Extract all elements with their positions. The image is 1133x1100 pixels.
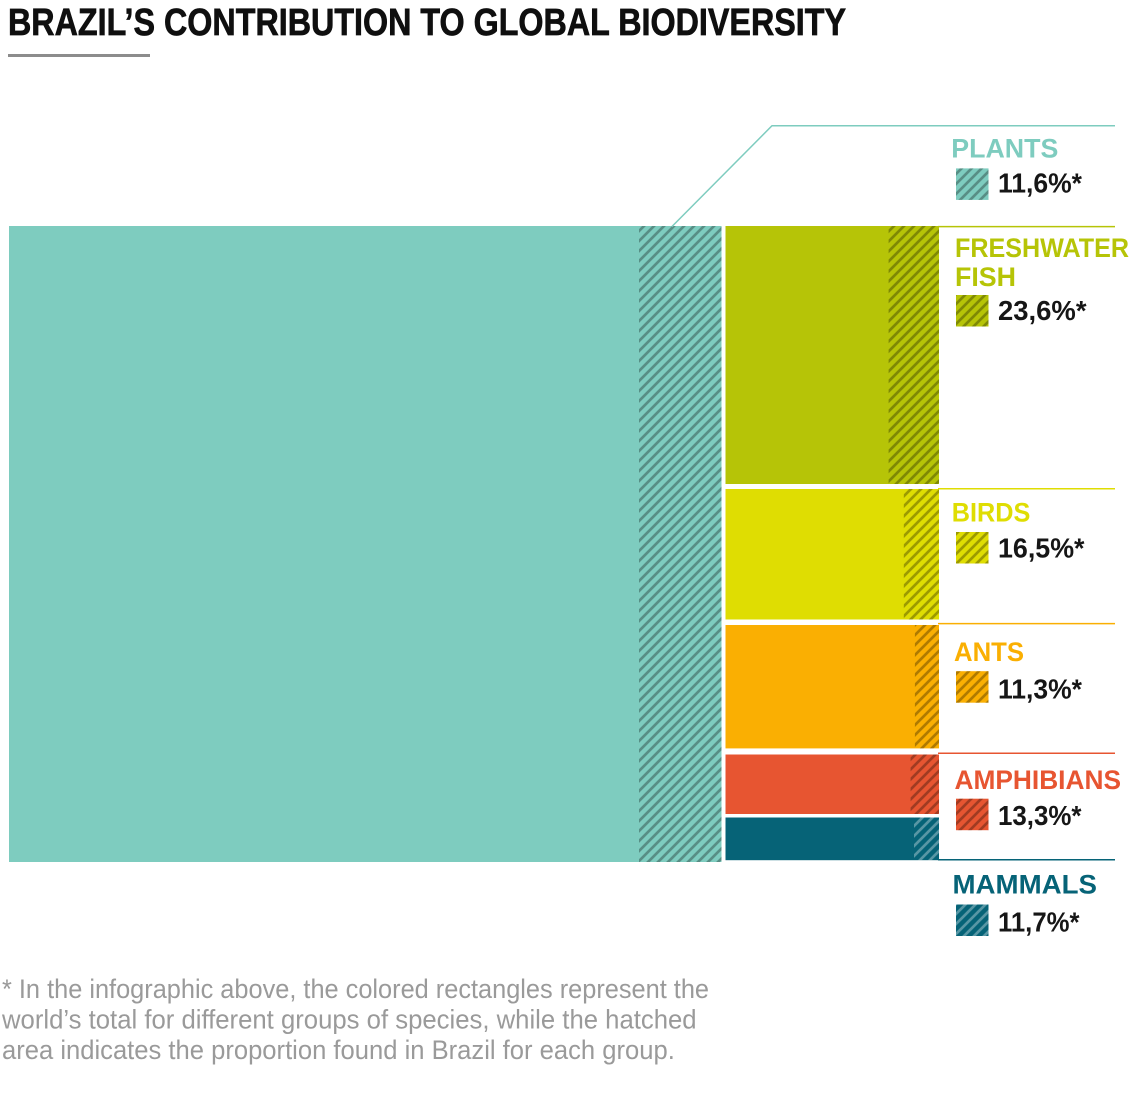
svg-text:BIRDS: BIRDS: [952, 498, 1031, 528]
svg-text:area indicates the proportion: area indicates the proportion found in B…: [2, 1035, 675, 1065]
svg-text:13,3%*: 13,3%*: [998, 800, 1082, 831]
svg-text:FISH: FISH: [955, 262, 1016, 292]
svg-text:16,5%*: 16,5%*: [998, 532, 1085, 563]
svg-text:23,6%*: 23,6%*: [998, 295, 1087, 326]
svg-text:FRESHWATER: FRESHWATER: [955, 233, 1129, 263]
svg-text:AMPHIBIANS: AMPHIBIANS: [955, 765, 1122, 795]
svg-text:PLANTS: PLANTS: [951, 134, 1058, 164]
svg-text:MAMMALS: MAMMALS: [953, 870, 1098, 900]
svg-text:11,6%*: 11,6%*: [998, 167, 1082, 198]
svg-text:BRAZIL’S CONTRIBUTION TO GLOBA: BRAZIL’S CONTRIBUTION TO GLOBAL BIODIVER…: [8, 2, 846, 44]
svg-text:11,7%*: 11,7%*: [998, 907, 1080, 938]
svg-text:ANTS: ANTS: [954, 637, 1024, 667]
svg-text:11,3%*: 11,3%*: [998, 673, 1082, 704]
svg-text:world’s total for different gr: world’s total for different groups of sp…: [1, 1005, 697, 1035]
svg-text:* In the infographic above, th: * In the infographic above, the colored …: [2, 974, 709, 1004]
